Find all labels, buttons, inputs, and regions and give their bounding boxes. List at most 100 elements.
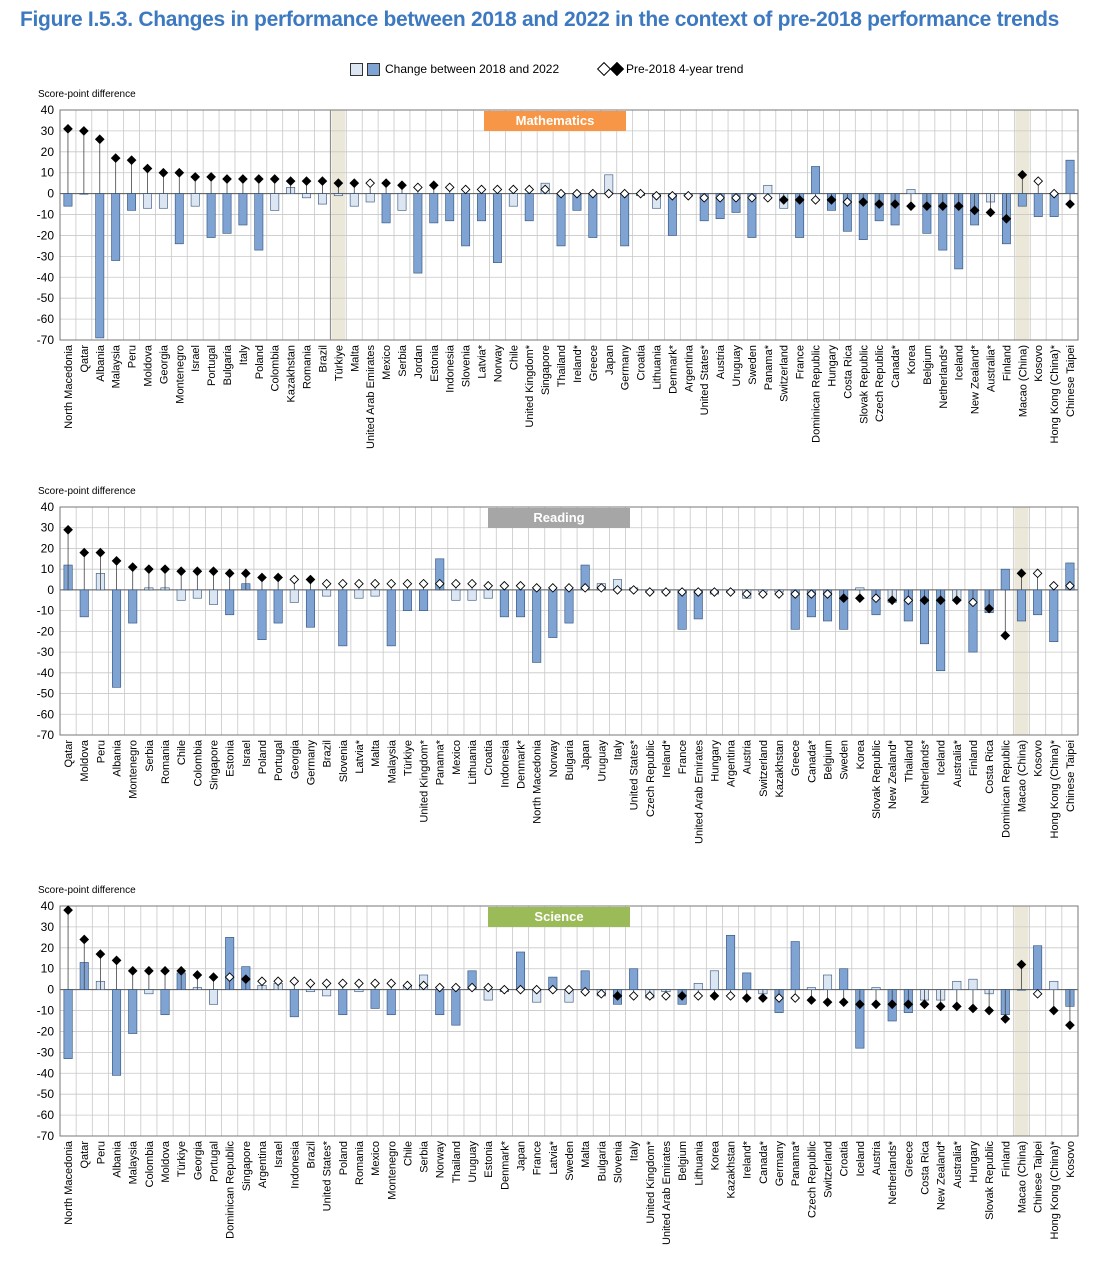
y-tick-label: -60 bbox=[37, 1108, 55, 1122]
category-label-netherlands: Netherlands* bbox=[919, 739, 931, 803]
trend-marker-macao-china bbox=[1016, 568, 1027, 579]
bar-moldova bbox=[143, 193, 152, 209]
bar-chile bbox=[176, 589, 186, 601]
category-label-poland: Poland bbox=[257, 740, 269, 774]
category-label-uruguay: Uruguay bbox=[731, 345, 743, 387]
category-label-t-rkiye: Türkiye bbox=[333, 345, 345, 381]
trend-marker-argentina bbox=[257, 976, 267, 987]
y-tick-label: 40 bbox=[41, 899, 55, 913]
bar-costa-rica bbox=[842, 193, 852, 232]
trend-marker-malta bbox=[370, 578, 380, 589]
trend-marker-peru bbox=[95, 547, 106, 558]
bar-macao-china bbox=[1016, 989, 1026, 991]
category-label-united-kingdom: United Kingdom* bbox=[419, 739, 431, 822]
trend-marker-qatar bbox=[63, 524, 73, 535]
mathematics-chart: Score-point difference 40 30 20 10 0 -10 -20 -30… bbox=[37, 89, 1079, 449]
trend-marker-malta bbox=[580, 986, 590, 997]
bar-romania bbox=[354, 989, 364, 993]
bar-netherlands bbox=[919, 589, 929, 645]
trend-marker-united-kingdom bbox=[644, 991, 655, 1001]
trend-marker-latvia bbox=[354, 578, 364, 589]
category-label-switzerland: Switzerland bbox=[779, 345, 791, 402]
y-tick-label: -50 bbox=[37, 1087, 55, 1101]
category-label-indonesia: Indonesia bbox=[499, 739, 511, 788]
trend-marker-hong-kong-china bbox=[1048, 1005, 1059, 1016]
category-label-united-states: United States* bbox=[699, 344, 711, 415]
category-label-chinese-taipei: Chinese Taipei bbox=[1065, 740, 1077, 812]
bar-georgia bbox=[158, 193, 168, 209]
category-label-panama: Panama* bbox=[763, 344, 775, 390]
trend-marker-mexico bbox=[451, 578, 461, 589]
bar-malta bbox=[370, 589, 380, 597]
category-label-thailand: Thailand bbox=[903, 740, 915, 782]
trend-marker-portugal bbox=[273, 572, 283, 583]
trend-marker-netherlands bbox=[937, 201, 948, 212]
bar-iceland bbox=[855, 989, 865, 1049]
category-label-portugal: Portugal bbox=[209, 1141, 221, 1182]
bar-malaysia bbox=[111, 193, 121, 261]
category-label-albania: Albania bbox=[95, 344, 107, 382]
category-label-uruguay: Uruguay bbox=[596, 740, 608, 782]
plot-frame bbox=[59, 506, 1079, 736]
category-label-malaysia: Malaysia bbox=[386, 739, 398, 783]
science-chart: Score-point difference 40 30 20 10 0 -10 -20 -30… bbox=[37, 885, 1079, 1245]
category-label-slovak-republic: Slovak Republic bbox=[858, 345, 870, 424]
trend-marker-moldova bbox=[160, 965, 170, 976]
trend-marker-estonia bbox=[483, 982, 494, 993]
trend-marker-korea bbox=[855, 593, 865, 604]
y-axis-title: Score-point difference bbox=[38, 486, 136, 497]
trend-marker-macao-china bbox=[1017, 169, 1028, 180]
bar-thailand bbox=[903, 589, 913, 622]
trend-marker-kazakhstan bbox=[285, 176, 296, 186]
category-label-lithuania: Lithuania bbox=[651, 344, 663, 390]
group-separator-band bbox=[331, 110, 346, 340]
trend-marker-singapore bbox=[540, 184, 550, 195]
trend-marker-albania bbox=[94, 134, 105, 145]
bar-hong-kong-china bbox=[1049, 589, 1059, 643]
legend-diamond-solid bbox=[609, 61, 625, 77]
trend-marker-malaysia bbox=[386, 578, 397, 589]
trend-marker-canada bbox=[806, 589, 817, 599]
category-label-denmark: Denmark* bbox=[667, 344, 679, 394]
trend-marker-malaysia bbox=[110, 153, 121, 163]
trend-marker-denmark bbox=[515, 580, 526, 591]
category-label-korea: Korea bbox=[709, 1140, 721, 1170]
category-label-iceland: Iceland bbox=[954, 345, 966, 380]
category-label-indonesia: Indonesia bbox=[289, 1140, 301, 1189]
y-tick-label: -50 bbox=[37, 291, 55, 305]
category-label-albania: Albania bbox=[112, 1140, 124, 1178]
trend-marker-indonesia bbox=[499, 580, 510, 591]
category-label-germany: Germany bbox=[305, 740, 317, 786]
trend-marker-belgium bbox=[922, 201, 932, 212]
trend-marker-japan bbox=[603, 188, 614, 199]
y-tick-label: -20 bbox=[37, 1024, 55, 1038]
trend-marker-norway bbox=[434, 982, 445, 993]
bar-portugal bbox=[209, 989, 219, 1005]
bar-chinese-taipei bbox=[1065, 159, 1075, 194]
bar-jordan bbox=[413, 193, 423, 274]
category-label-croatia: Croatia bbox=[483, 739, 495, 775]
bar-north-macedonia bbox=[532, 589, 542, 663]
trend-marker-moldova bbox=[79, 547, 90, 558]
category-label-iceland: Iceland bbox=[936, 740, 948, 775]
trend-marker-uruguay bbox=[467, 982, 477, 993]
bar-slovenia bbox=[338, 589, 348, 647]
trend-marker-united-states bbox=[699, 192, 710, 203]
category-label-canada: Canada* bbox=[758, 1140, 770, 1184]
category-label-austria: Austria bbox=[871, 1140, 883, 1175]
trend-marker-malta bbox=[349, 178, 360, 189]
category-label-montenegro: Montenegro bbox=[128, 740, 140, 799]
trend-marker-australia bbox=[951, 595, 962, 606]
trend-marker-slovenia bbox=[460, 184, 471, 195]
bar-france bbox=[795, 193, 805, 238]
category-label-ireland: Ireland* bbox=[742, 1140, 754, 1179]
trend-marker-estonia bbox=[428, 180, 439, 191]
y-tick-label: -10 bbox=[37, 1004, 55, 1018]
category-label-united-arab-emirates: United Arab Emirates bbox=[365, 345, 377, 449]
category-label-slovenia: Slovenia bbox=[338, 739, 350, 782]
trend-marker-japan bbox=[515, 984, 526, 995]
trend-marker-mexico bbox=[381, 178, 391, 189]
category-label-ireland: Ireland* bbox=[572, 344, 584, 383]
trend-marker-denmark bbox=[667, 190, 678, 201]
bar-georgia bbox=[289, 589, 299, 603]
